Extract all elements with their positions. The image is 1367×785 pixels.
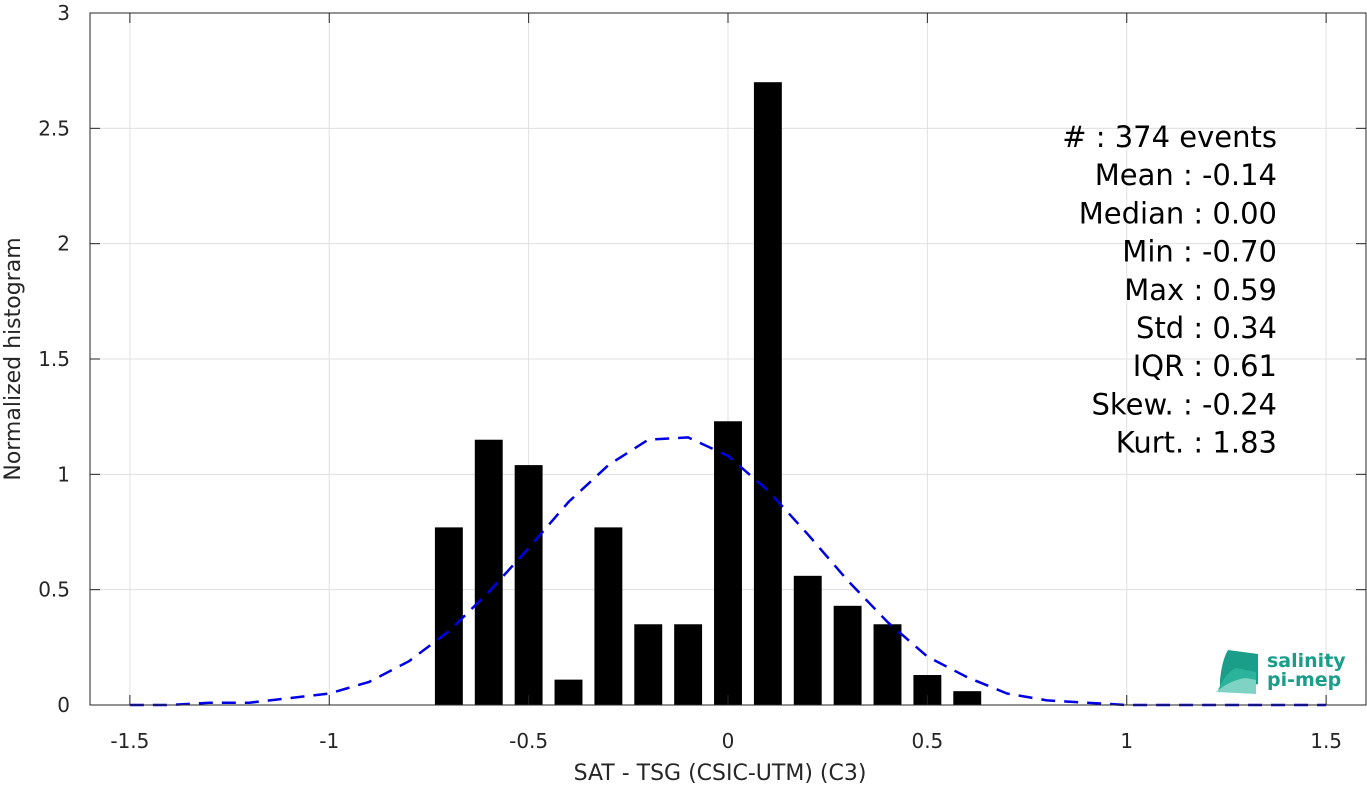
stat-line: Mean : -0.14	[1095, 158, 1277, 192]
x-tick-label: 1	[1120, 729, 1133, 753]
stat-line: Median : 0.00	[1079, 196, 1277, 230]
y-tick-label: 1.5	[38, 347, 70, 371]
histogram-bar	[714, 421, 742, 705]
y-tick-label: 1	[57, 462, 70, 486]
x-axis-label: SAT - TSG (CSIC-UTM) (C3)	[574, 761, 867, 785]
histogram-bar	[753, 82, 782, 705]
y-tick-label: 0.5	[38, 578, 70, 602]
y-tick-label: 0	[57, 693, 70, 717]
histogram-bar	[434, 527, 463, 705]
x-tick-label: 1.5	[1310, 729, 1342, 753]
histogram-bar	[514, 465, 543, 705]
stat-line: Skew. : -0.24	[1091, 387, 1277, 421]
histogram-bar	[833, 605, 862, 705]
stat-line: # : 374 events	[1062, 120, 1277, 154]
y-tick-labels: 0 0.5 1 1.5 2 2.5 3	[38, 1, 70, 717]
stat-line: Kurt. : 1.83	[1116, 426, 1277, 460]
logo-text-pi-mep: pi-mep	[1267, 669, 1341, 691]
y-tick-label: 3	[57, 1, 70, 25]
axis-ticks	[90, 12, 1366, 706]
wave-logo-icon	[1216, 650, 1258, 694]
stat-line: Min : -0.70	[1122, 235, 1277, 269]
y-axis-label: Normalized histogram	[1, 237, 26, 480]
histogram-bar	[793, 575, 822, 705]
x-tick-label: 0	[722, 729, 735, 753]
logo-text-salinity: salinity	[1267, 650, 1346, 672]
gaussian-fit-curve	[129, 436, 1327, 707]
histogram-bars	[434, 82, 982, 705]
y-tick-label: 2	[57, 232, 70, 256]
histogram-bar	[554, 679, 583, 705]
histogram-bar	[873, 624, 902, 705]
x-tick-label: -1	[319, 729, 339, 753]
salinity-pi-mep-logo: salinity pi-mep	[1216, 650, 1346, 694]
x-tick-label: -0.5	[509, 729, 548, 753]
histogram-bar	[474, 439, 503, 705]
x-tick-label: 0.5	[911, 729, 943, 753]
histogram-bar	[953, 691, 982, 705]
stat-line: Std : 0.34	[1136, 311, 1277, 345]
stat-line: IQR : 0.61	[1133, 349, 1277, 383]
histogram-bar	[594, 527, 623, 705]
histogram-bar	[634, 624, 663, 705]
x-tick-labels: -1.5 -1 -0.5 0 0.5 1 1.5	[110, 729, 1342, 753]
statistics-annotation: # : 374 events Mean : -0.14 Median : 0.00 M…	[1062, 120, 1277, 460]
y-tick-label: 2.5	[38, 116, 70, 140]
histogram-bar	[674, 624, 703, 705]
x-tick-label: -1.5	[110, 729, 149, 753]
stat-line: Max : 0.59	[1124, 273, 1277, 307]
